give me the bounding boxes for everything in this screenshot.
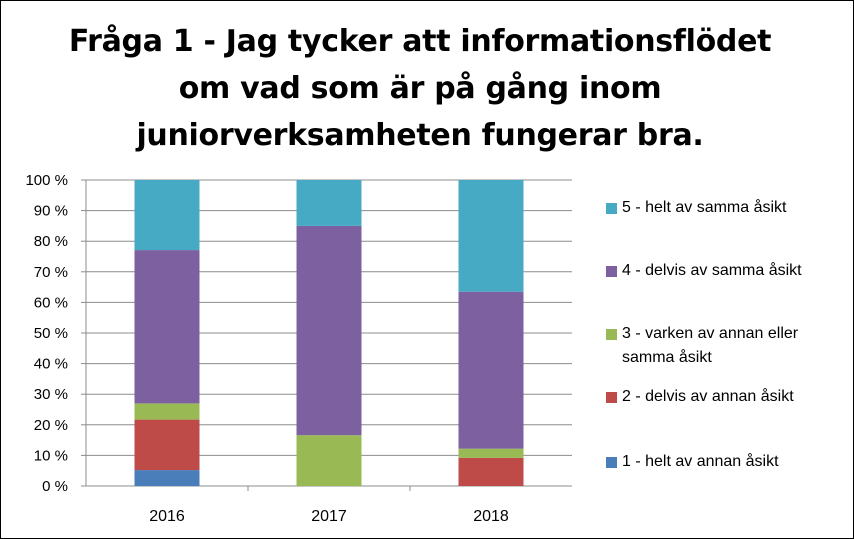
bar-segment	[296, 180, 362, 226]
bar-segment	[458, 457, 524, 486]
bar-segment	[458, 291, 524, 449]
legend-label-3: 3 - varken av annan eller samma åsikt	[622, 322, 846, 370]
x-tick-label: 2018	[473, 508, 509, 525]
y-tick-label: 70 %	[34, 264, 68, 281]
y-tick-label: 80 %	[34, 233, 68, 250]
bar-segment	[134, 403, 200, 420]
y-tick-label: 60 %	[34, 294, 68, 311]
legend-swatch-2	[606, 392, 617, 403]
bar-segment	[458, 180, 524, 292]
bar-segment	[296, 225, 362, 436]
bar-segment	[134, 180, 200, 251]
legend-swatch-4	[606, 266, 617, 277]
legend-swatch-5	[606, 203, 617, 214]
bar-segment	[134, 419, 200, 471]
bar-segment	[296, 435, 362, 486]
x-tick-label: 2016	[149, 508, 185, 525]
legend-label-1: 1 - helt av annan åsikt	[622, 453, 779, 470]
y-tick-label: 40 %	[34, 356, 68, 373]
chart-title-line-3: juniorverksamheten fungerar bra.	[136, 118, 704, 153]
chart-title: Fråga 1 - Jag tycker att informationsflö…	[60, 18, 780, 159]
legend-label-4: 4 - delvis av samma åsikt	[622, 262, 802, 279]
chart-title-line-2: om vad som är på gång inom	[178, 71, 662, 106]
bar-segment	[134, 250, 200, 404]
legend-swatch-1	[606, 457, 617, 468]
legend-label-3-line-1: 3 - varken av annan eller	[622, 325, 799, 342]
legend-label-5: 5 - helt av samma åsikt	[622, 199, 787, 216]
legend-label-2: 2 - delvis av annan åsikt	[622, 388, 794, 405]
bar-segment	[458, 448, 524, 458]
legend-swatch-3	[606, 329, 617, 340]
y-tick-label: 0 %	[42, 478, 68, 495]
y-tick-label: 50 %	[34, 325, 68, 342]
y-tick-label: 10 %	[34, 447, 68, 464]
y-tick-label: 30 %	[34, 386, 68, 403]
legend-label-3-line-2: samma åsikt	[622, 349, 712, 366]
chart-title-line-1: Fråga 1 - Jag tycker att informationsflö…	[68, 24, 772, 59]
y-tick-label: 100 %	[25, 172, 68, 189]
y-tick-label: 90 %	[34, 203, 68, 220]
y-tick-label: 20 %	[34, 417, 68, 434]
bar-segment	[134, 470, 200, 486]
x-tick-label: 2017	[311, 508, 347, 525]
